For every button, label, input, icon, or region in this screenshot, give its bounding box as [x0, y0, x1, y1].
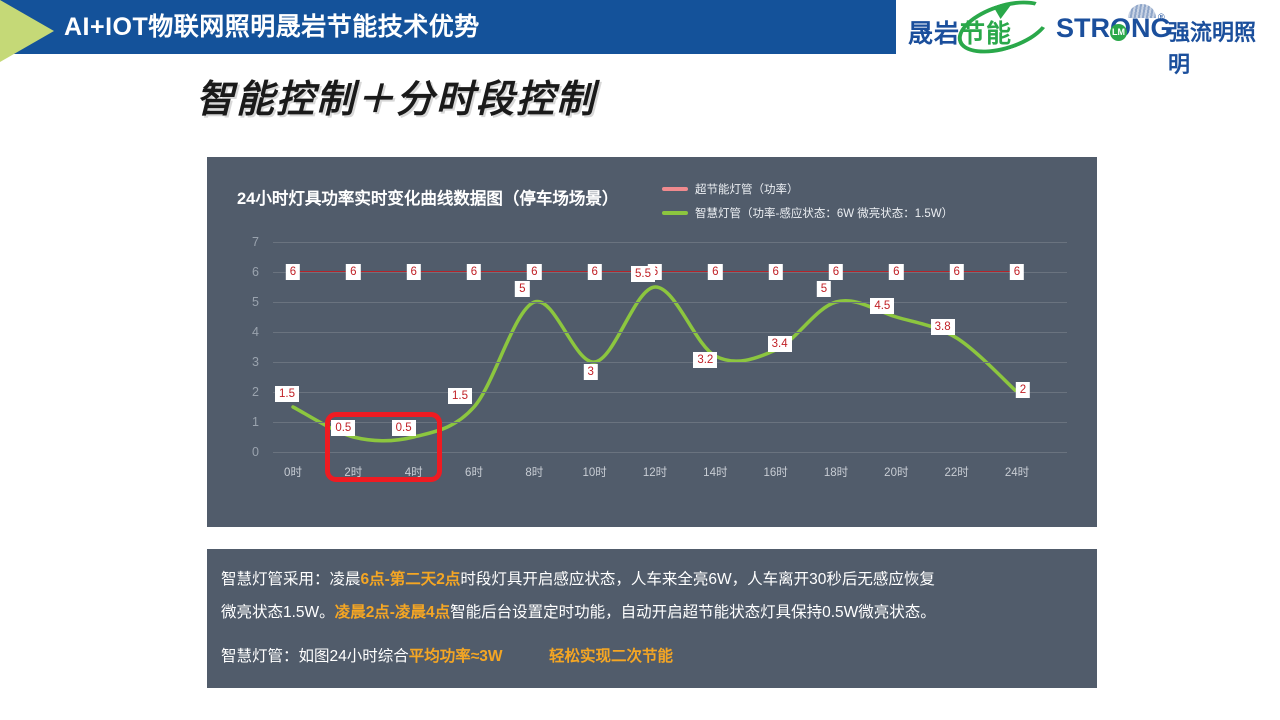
gridline-1	[273, 422, 1067, 423]
y-axis-tick-label: 7	[252, 235, 259, 249]
brand-logo: 晟岩节能 STRONG LM ® 强流明照明	[896, 0, 1280, 77]
chart-title: 24小时灯具功率实时变化曲线数据图（停车场场景）	[237, 190, 619, 208]
note-1-seg-0: 智慧灯管采用：凌晨	[221, 571, 361, 588]
data-point-label: 5	[515, 281, 530, 297]
x-axis-tick-label: 10时	[582, 467, 607, 479]
data-point-label: 6	[1009, 264, 1025, 280]
data-point-label: 6	[889, 264, 904, 280]
data-point-label: 1.5	[448, 388, 472, 404]
y-axis-tick-label: 1	[252, 415, 259, 429]
data-point-label: 6	[949, 264, 964, 280]
data-point-label: 6	[768, 264, 783, 280]
gridline-4	[273, 332, 1067, 333]
data-point-label: 5	[816, 281, 832, 297]
chart-legend: 超节能灯管（功率） 智慧灯管（功率-感应状态：6W 微亮状态：1.5W）	[662, 179, 953, 227]
gridline-0	[273, 452, 1067, 453]
data-point-label: 6	[708, 264, 723, 280]
data-point-label: 3.8	[930, 319, 955, 335]
logo-lm-mark: LM	[1110, 24, 1127, 41]
x-axis-tick-label: 6时	[465, 467, 483, 479]
data-point-label: 1.5	[275, 386, 299, 402]
data-point-label: 2	[1015, 382, 1031, 398]
x-axis-tick-label: 14时	[703, 467, 728, 479]
note-1-seg-2: 时段灯具开启感应状态，人车来全亮6W，人车离开30秒后无感应恢复	[460, 571, 935, 588]
y-axis-tick-label: 0	[252, 445, 259, 459]
legend-swatch-icon	[662, 187, 688, 191]
note-3-seg-2	[503, 648, 550, 665]
note-2-seg-0: 微亮状态1.5W。	[221, 604, 335, 621]
note-2-seg-1: 凌晨2点-凌晨4点	[334, 604, 451, 621]
x-axis-tick-label: 20时	[884, 467, 909, 479]
x-axis-tick-label: 24时	[1004, 467, 1030, 479]
note-1-seg-1: 6点-第二天2点	[360, 571, 461, 588]
legend-swatch-icon	[662, 211, 688, 215]
gridline-2	[273, 392, 1067, 393]
data-point-label: 4.5	[870, 298, 895, 314]
data-point-label: 6	[346, 264, 361, 280]
legend-label: 超节能灯管（功率）	[695, 184, 799, 196]
x-axis-tick-label: 2时	[344, 467, 363, 479]
x-axis-tick-label: 18时	[823, 467, 849, 479]
logo-fan-icon	[1128, 4, 1156, 18]
y-axis-tick-label: 3	[252, 355, 259, 369]
y-axis-tick-label: 5	[252, 295, 259, 309]
y-axis-tick-label: 4	[252, 325, 259, 339]
section-subtitle: 智能控制＋分时段控制	[196, 79, 597, 121]
y-axis-tick-label: 2	[252, 385, 259, 399]
note-line-3: 智慧灯管：如图24小时综合平均功率≈3W 轻松实现二次节能	[221, 640, 1083, 673]
notes-panel: 智慧灯管采用：凌晨6点-第二天2点时段灯具开启感应状态，人车来全亮6W，人车离开…	[207, 549, 1097, 688]
logo-tagline: 强流明照明	[1168, 20, 1257, 77]
data-point-label: 6	[828, 264, 844, 280]
chart-panel: 24小时灯具功率实时变化曲线数据图（停车场场景） 超节能灯管（功率） 智慧灯管（功…	[207, 157, 1097, 527]
data-point-label: 5.5	[631, 266, 655, 282]
gridline-6	[273, 272, 1067, 273]
series-line-1	[291, 285, 1019, 443]
data-point-label: 0.5	[391, 420, 416, 436]
legend-item-0: 超节能灯管（功率）	[662, 179, 953, 199]
note-line-2: 微亮状态1.5W。凌晨2点-凌晨4点智能后台设置定时功能，自动开启超节能状态灯具…	[221, 596, 1083, 629]
gridline-3	[273, 362, 1067, 363]
logo-registered-icon: ®	[1158, 12, 1165, 22]
data-point-label: 3.4	[767, 336, 792, 352]
note-2-seg-2: 智能后台设置定时功能，自动开启超节能状态灯具保持0.5W微亮状态。	[450, 604, 936, 621]
legend-item-1: 智慧灯管（功率-感应状态：6W 微亮状态：1.5W）	[662, 203, 953, 223]
red-highlight-box	[325, 411, 442, 482]
data-point-label: 6	[587, 264, 602, 280]
x-axis-tick-label: 4时	[404, 467, 423, 479]
logo-chinese-brand: 晟岩节能	[908, 14, 1012, 50]
x-axis-tick-label: 22时	[944, 467, 969, 479]
logo-brand-dark: 晟岩	[908, 20, 961, 48]
data-point-label: 6	[466, 264, 482, 280]
data-point-label: 3.2	[693, 352, 718, 368]
data-point-label: 6	[406, 264, 421, 280]
gridline-7	[273, 242, 1067, 243]
data-point-label: 3	[583, 364, 598, 380]
x-axis-tick-label: 8时	[525, 467, 544, 479]
note-3-seg-0: 智慧灯管：如图24小时综合	[221, 648, 409, 665]
data-point-label: 0.5	[331, 420, 356, 436]
note-3-seg-1: 平均功率≈3W	[408, 648, 503, 665]
data-point-label: 6	[527, 264, 542, 280]
data-point-label: 6	[285, 264, 301, 280]
x-axis-tick-label: 0时	[284, 467, 302, 479]
note-3-seg-3: 轻松实现二次节能	[549, 648, 674, 665]
header-bar	[0, 0, 896, 54]
legend-label: 智慧灯管（功率-感应状态：6W 微亮状态：1.5W）	[695, 208, 954, 220]
gridline-5	[273, 302, 1067, 303]
y-axis-tick-label: 6	[252, 265, 259, 279]
page-title: AI+IOT物联网照明晟岩节能技术优势	[64, 13, 480, 41]
x-axis-tick-label: 16时	[763, 467, 788, 479]
note-line-1: 智慧灯管采用：凌晨6点-第二天2点时段灯具开启感应状态，人车来全亮6W，人车离开…	[221, 563, 1083, 596]
logo-brand-green: 节能	[960, 20, 1013, 48]
x-axis-tick-label: 12时	[642, 467, 668, 479]
chart-plot-area: 0 1 2 3 4 5 6 7 0时 2时 4时 6时 8时 10时 12时 14时 16时 18时 20时 22时 2…	[237, 235, 1067, 482]
